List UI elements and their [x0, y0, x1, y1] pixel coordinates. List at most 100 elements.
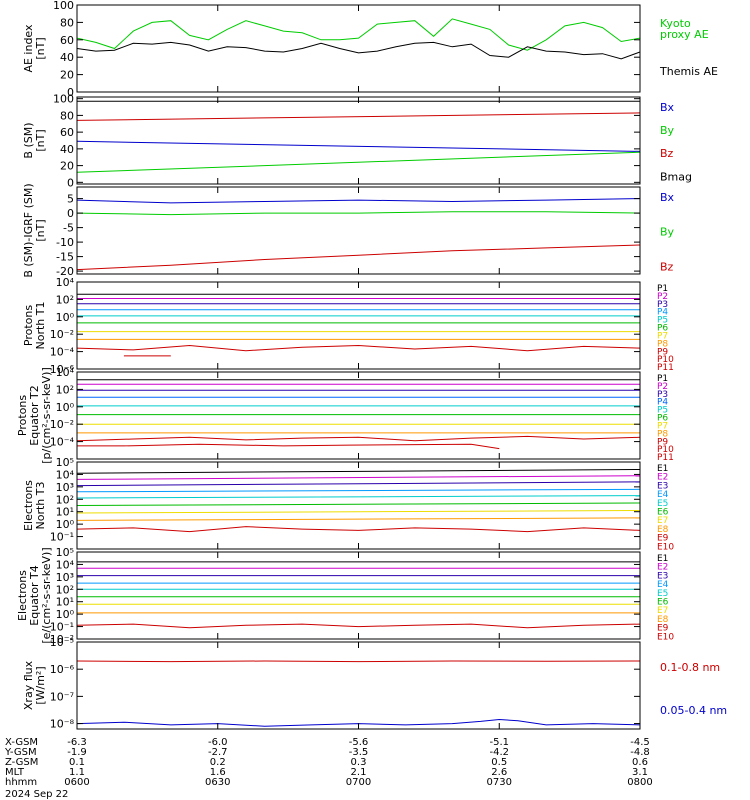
panel-frame — [76, 371, 641, 460]
axis-row-value: 3.1 — [632, 767, 648, 778]
legend-label-p2: P2 — [657, 292, 668, 302]
series-line-e1 — [77, 469, 640, 474]
series-line-e3 — [77, 481, 640, 487]
y-tick-label: 10⁰ — [56, 518, 75, 531]
series-line-e5 — [77, 495, 640, 499]
axis-row-value: -4.8 — [630, 747, 650, 758]
legend-label-e7: E7 — [657, 606, 668, 616]
legend-label-p10: P10 — [657, 355, 674, 365]
y-axis-label: Xray flux[W/m²] — [22, 660, 47, 710]
y-tick-label: 20 — [60, 160, 74, 173]
series-line-e6 — [77, 502, 640, 506]
y-tick-label: 80 — [60, 16, 74, 29]
axis-row-value: 2.6 — [491, 767, 507, 778]
y-tick-label: 10⁻⁷ — [50, 690, 74, 703]
panel-2: 0 20 40 60 80 100 B (SM)[nT] Bx By Bz Bmag — [22, 93, 692, 190]
y-tick-label: 10⁰ — [56, 311, 75, 324]
legend-label-e5: E5 — [657, 499, 668, 509]
panel-7: 10⁵10⁴10³10²10¹10⁰10⁻¹10⁻²ElectronsEquat… — [16, 546, 674, 646]
panel-frame — [76, 96, 641, 185]
legend-label-p11: P11 — [657, 453, 674, 463]
axis-row-value: 0.6 — [632, 757, 648, 768]
date-label: 2024 Sep 22 — [5, 789, 68, 800]
legend-label-p4: P4 — [657, 308, 668, 318]
series-line-kyoto-proxy-ae — [77, 18, 640, 51]
y-tick-label: -20 — [56, 265, 74, 278]
axis-row-value: 0.1 — [69, 757, 85, 768]
y-tick-label: 10⁻⁴ — [50, 436, 75, 449]
series-group — [77, 561, 640, 629]
legend-label-e10: E10 — [657, 542, 674, 552]
series-line-e2 — [77, 475, 640, 480]
y-axis-label: B (SM)[nT] — [22, 122, 47, 158]
y-tick-label: 5 — [67, 193, 74, 206]
series-line-themis-ae — [77, 41, 640, 60]
legend-label-p5: P5 — [657, 406, 668, 416]
legend-label-p4: P4 — [657, 398, 668, 408]
legend-label-by: By — [660, 226, 675, 239]
series-line-e7 — [77, 510, 640, 514]
axis-row-value: -4.2 — [489, 747, 509, 758]
legend-label-p7: P7 — [657, 331, 668, 341]
series-line-e9 — [77, 526, 640, 533]
y-tick-label: 10⁻² — [50, 418, 74, 431]
legend-label-e6: E6 — [657, 508, 669, 518]
legend-label-p8: P8 — [657, 429, 668, 439]
legend-label-bmag: Bmag — [660, 170, 692, 183]
y-tick-label: 10¹ — [56, 506, 74, 519]
legend-label-p7: P7 — [657, 421, 668, 431]
y-tick-label: 10⁴ — [56, 366, 75, 379]
axis-row-label: X-GSM — [5, 737, 38, 748]
legend-label-e3: E3 — [657, 481, 668, 491]
y-tick-label: 10⁻⁴ — [50, 346, 75, 359]
axis-row-value: 2.1 — [351, 767, 367, 778]
axis-row-value: -6.3 — [67, 737, 87, 748]
axis-row-value: 0800 — [627, 777, 652, 788]
legend-label-p1: P1 — [657, 284, 668, 294]
legend-label-e9: E9 — [657, 534, 669, 544]
y-axis-label: ElectronsEquator T4[e/(cm²-s-sr-keV)] — [16, 547, 53, 643]
y-tick-label: 80 — [60, 109, 74, 122]
axis-row-value: -4.5 — [630, 737, 650, 748]
legend-label-p10: P10 — [657, 445, 674, 455]
axis-row-value: 0.5 — [491, 757, 507, 768]
series-line-0-1-0-8-nm — [77, 660, 640, 663]
legend-label-e8: E8 — [657, 615, 669, 625]
y-tick-label: 0 — [67, 86, 74, 99]
y-tick-label: -15 — [56, 251, 74, 264]
axis-row-label: hhmm — [5, 777, 37, 788]
y-tick-label: 10⁻⁸ — [50, 718, 75, 731]
y-tick-label: -5 — [63, 222, 74, 235]
series-group — [77, 18, 640, 60]
panel-frame — [76, 4, 641, 93]
y-tick-label: 40 — [60, 51, 74, 64]
legend-label-bx: Bx — [660, 191, 675, 204]
legend-label-e7: E7 — [657, 516, 668, 526]
y-tick-label: 10⁴ — [56, 468, 75, 481]
axis-row-value: -1.9 — [67, 747, 87, 758]
axis-row-value: -2.7 — [208, 747, 228, 758]
y-tick-label: 10² — [56, 293, 74, 306]
y-tick-label: 10⁴ — [56, 558, 75, 571]
y-tick-label: 10⁻² — [50, 328, 74, 341]
y-axis-label: ProtonsEquator T2[p/(cm²-s-sr-keV)] — [16, 367, 53, 464]
legend-label-p6: P6 — [657, 414, 668, 424]
y-axis-label: AE index[nT] — [22, 24, 47, 73]
y-tick-label: 20 — [60, 69, 74, 82]
y-tick-label: 10⁰ — [56, 608, 75, 621]
series-line-by — [77, 211, 640, 216]
series-line-0-05-0-4-nm — [77, 718, 640, 727]
series-line-e4 — [77, 488, 640, 493]
legend-label-e1: E1 — [657, 554, 668, 564]
axis-row-value: 1.1 — [69, 767, 85, 778]
series-group — [77, 198, 640, 271]
legend-label-e9: E9 — [657, 624, 669, 634]
y-axis-label: ProtonsNorth T1 — [22, 302, 47, 350]
legend-label-e4: E4 — [657, 490, 669, 500]
y-tick-label: 10⁻¹ — [50, 531, 74, 544]
legend-label-bz: Bz — [660, 260, 674, 273]
axis-row-value: 0600 — [64, 777, 89, 788]
y-tick-label: 100 — [53, 0, 74, 12]
